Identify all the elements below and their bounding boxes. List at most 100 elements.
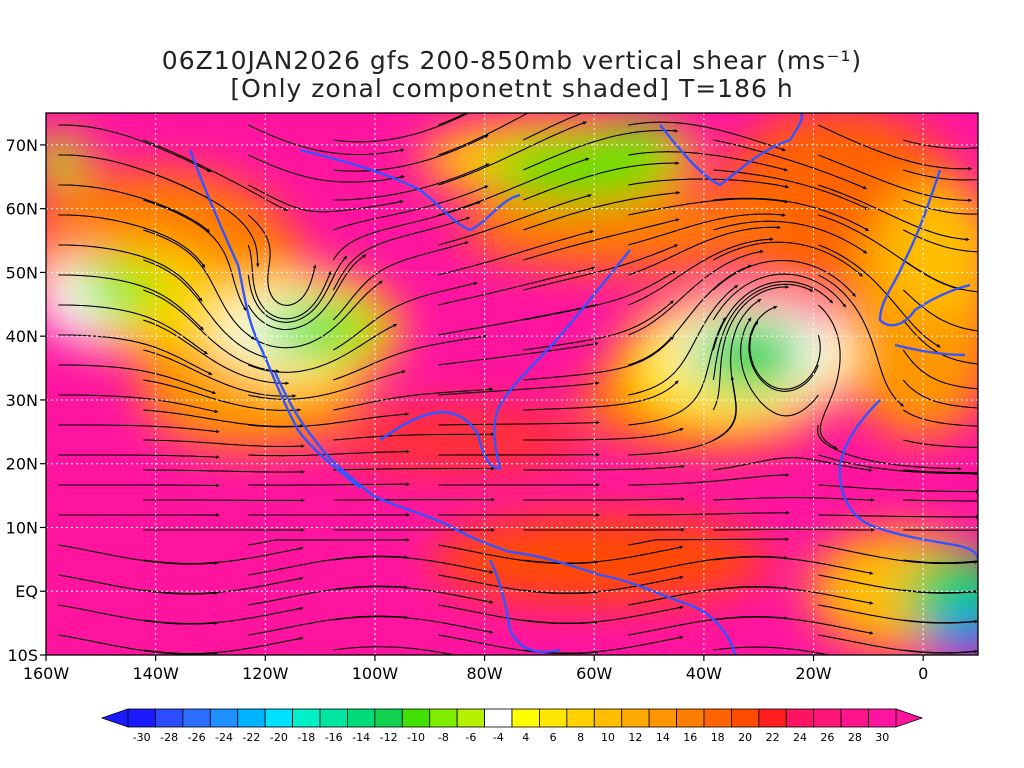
streamline bbox=[143, 636, 304, 655]
streamline bbox=[58, 634, 219, 655]
streamline bbox=[628, 537, 790, 546]
streamline bbox=[248, 555, 409, 576]
colorbar-label: 8 bbox=[577, 731, 584, 744]
streamline bbox=[523, 161, 680, 201]
streamline bbox=[628, 121, 787, 152]
streamline bbox=[712, 285, 790, 411]
streamline bbox=[818, 154, 973, 203]
streamline bbox=[333, 466, 496, 471]
streamline bbox=[143, 139, 289, 212]
colorbar-label: -22 bbox=[242, 731, 260, 744]
streamline bbox=[628, 225, 782, 276]
streamline bbox=[333, 616, 494, 634]
lat-tick-label: 10S bbox=[7, 646, 38, 665]
streamline bbox=[333, 432, 495, 441]
colorbar-swatch bbox=[511, 708, 540, 728]
streamline bbox=[143, 259, 268, 359]
streamline bbox=[713, 139, 868, 190]
colorbar-swatch bbox=[703, 708, 732, 728]
streamline bbox=[333, 556, 494, 574]
colorbar-swatch bbox=[785, 708, 815, 728]
colorbar-label: 14 bbox=[656, 731, 670, 744]
streamline bbox=[523, 218, 680, 261]
streamline bbox=[523, 113, 584, 141]
streamline bbox=[333, 387, 494, 411]
colorbar-swatch bbox=[484, 708, 513, 728]
colorbar-label: 10 bbox=[601, 731, 615, 744]
streamline bbox=[438, 381, 600, 396]
streamline bbox=[903, 439, 978, 449]
colorbar-right-arrow bbox=[895, 708, 924, 728]
streamline bbox=[143, 319, 290, 386]
streamline bbox=[903, 469, 978, 474]
streamline bbox=[1008, 198, 1024, 245]
streamline bbox=[1008, 386, 1024, 395]
streamline bbox=[523, 191, 681, 231]
streamline bbox=[902, 319, 978, 365]
colorbar-label: 6 bbox=[550, 731, 557, 744]
streamline bbox=[58, 424, 220, 434]
lat-tick-label: 20N bbox=[6, 455, 38, 474]
colorbar-label: -14 bbox=[352, 731, 370, 744]
streamline bbox=[818, 244, 941, 348]
lon-tick-label: 160W bbox=[23, 664, 70, 683]
streamline bbox=[248, 154, 406, 183]
colorbar-label: 28 bbox=[848, 731, 862, 744]
streamline bbox=[713, 646, 833, 655]
colorbar-swatch bbox=[264, 708, 293, 728]
streamline bbox=[248, 482, 411, 486]
streamline bbox=[749, 320, 821, 390]
colorbar-swatch bbox=[182, 708, 211, 728]
streamline bbox=[628, 198, 789, 216]
streamline bbox=[902, 379, 978, 409]
streamline bbox=[438, 342, 599, 366]
streamline bbox=[248, 538, 410, 546]
streamline bbox=[438, 121, 588, 186]
streamline bbox=[523, 427, 684, 441]
streamline bbox=[58, 334, 213, 375]
streamline bbox=[438, 157, 590, 216]
streamline bbox=[1008, 424, 1024, 425]
streamline bbox=[248, 370, 407, 400]
streamline bbox=[628, 178, 790, 189]
colorbar-swatch bbox=[813, 708, 842, 728]
streamline bbox=[903, 139, 978, 150]
lon-tick-label: 40W bbox=[686, 664, 722, 683]
streamline bbox=[712, 273, 847, 321]
streamline bbox=[143, 546, 304, 565]
streamline bbox=[712, 259, 856, 298]
colorbar-label: -20 bbox=[270, 731, 288, 744]
streamline bbox=[628, 375, 737, 456]
colorbar-label: 16 bbox=[683, 731, 697, 744]
streamline bbox=[58, 604, 219, 625]
colorbar-label: -30 bbox=[133, 731, 151, 744]
streamline bbox=[713, 528, 876, 532]
colorbar-swatch bbox=[374, 708, 403, 728]
streamline bbox=[248, 124, 405, 156]
streamline bbox=[333, 646, 458, 655]
streamline bbox=[748, 305, 819, 392]
streamline bbox=[333, 113, 470, 143]
colorbar-label: -24 bbox=[215, 731, 233, 744]
shaded-field bbox=[46, 113, 978, 655]
colorbar-swatch bbox=[292, 708, 321, 728]
streamline bbox=[713, 197, 870, 231]
longitude-axis: 160W 140W 120W 100W 80W 60W 40W 20W 0 bbox=[23, 655, 928, 683]
streamline bbox=[902, 349, 978, 390]
streamline bbox=[903, 409, 978, 427]
colorbar-swatch bbox=[429, 708, 458, 728]
streamline bbox=[438, 113, 468, 126]
colorbar-label: -12 bbox=[380, 731, 398, 744]
streamline bbox=[143, 606, 304, 625]
streamline bbox=[713, 497, 875, 502]
streamline bbox=[523, 244, 679, 291]
colorbar-label: 26 bbox=[820, 731, 834, 744]
streamline bbox=[1008, 161, 1024, 215]
colorbar-swatch bbox=[648, 708, 677, 728]
streamline bbox=[143, 349, 297, 398]
streamline bbox=[248, 449, 410, 457]
streamline bbox=[628, 284, 739, 396]
plot-frame bbox=[45, 112, 979, 656]
colorbar-swatch bbox=[676, 708, 705, 728]
streamline bbox=[247, 280, 384, 349]
